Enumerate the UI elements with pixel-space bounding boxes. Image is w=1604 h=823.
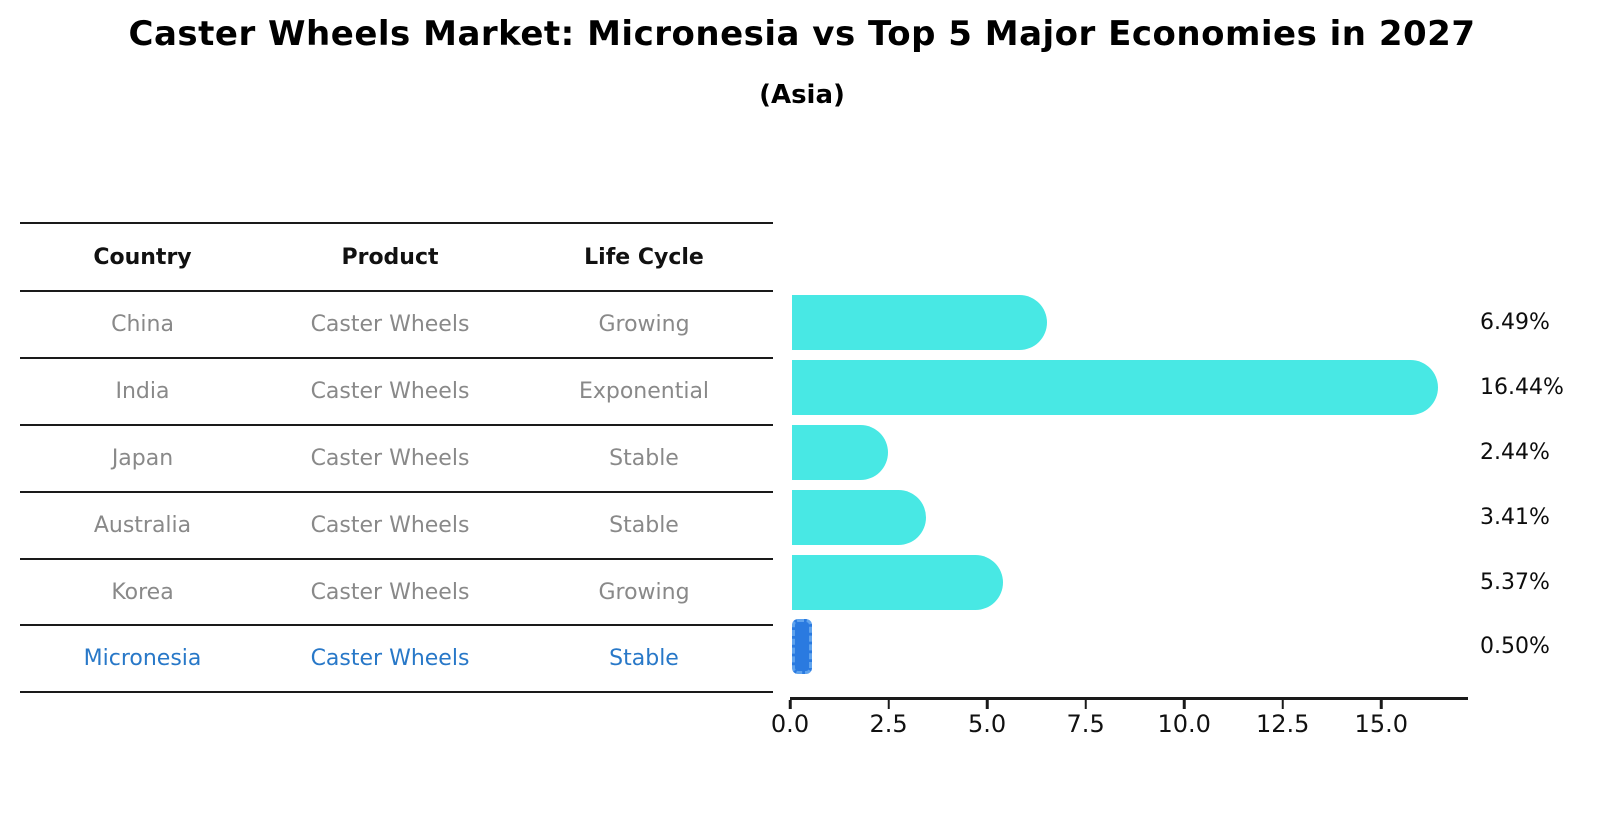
x-axis-spine xyxy=(790,697,1468,700)
cell-country: Japan xyxy=(111,445,174,471)
chart-title: Caster Wheels Market: Micronesia vs Top … xyxy=(128,14,1476,54)
table-row: China Caster Wheels Growing xyxy=(20,290,773,357)
x-tick xyxy=(1182,700,1186,709)
cell-product: Caster Wheels xyxy=(310,445,470,471)
column-header-life-cycle: Life Cycle xyxy=(584,244,704,270)
x-tick xyxy=(1380,700,1383,709)
cell-life-cycle: Stable xyxy=(609,445,679,471)
country-table: Country Product Life Cycle China Caster … xyxy=(20,222,773,694)
x-tick-label: 10.0 xyxy=(1157,710,1211,738)
cell-country: India xyxy=(115,378,170,404)
cell-country: Korea xyxy=(111,579,174,605)
cell-country: Micronesia xyxy=(83,646,202,672)
value-label: 0.50% xyxy=(1480,634,1550,660)
table-row: Korea Caster Wheels Growing xyxy=(20,557,773,625)
cell-life-cycle: Growing xyxy=(598,311,690,337)
bar-japan xyxy=(792,424,888,480)
value-label: 3.41% xyxy=(1480,504,1550,530)
x-tick-label: 12.5 xyxy=(1256,710,1310,738)
table-row: Japan Caster Wheels Stable xyxy=(20,423,773,491)
bar-chart-plot-area xyxy=(792,290,1468,679)
value-label: 5.37% xyxy=(1480,569,1550,595)
cell-product: Caster Wheels xyxy=(310,646,470,672)
cell-life-cycle: Stable xyxy=(609,646,679,672)
x-axis: 0.0 2.5 5.0 7.5 10.0 12.5 15.0 xyxy=(771,697,1468,738)
x-tick-label: 2.5 xyxy=(869,710,908,738)
chart-subtitle: (Asia) xyxy=(759,80,845,110)
bar-india xyxy=(792,359,1439,415)
column-header-product: Product xyxy=(341,244,439,270)
table-row: Australia Caster Wheels Stable xyxy=(20,490,773,558)
cell-country: China xyxy=(111,311,174,337)
bar-micronesia xyxy=(792,619,812,675)
bar-australia xyxy=(792,489,927,545)
cell-country: Australia xyxy=(93,512,192,538)
cell-product: Caster Wheels xyxy=(310,311,470,337)
value-label: 2.44% xyxy=(1480,439,1550,465)
cell-life-cycle: Growing xyxy=(598,579,690,605)
x-tick xyxy=(1281,700,1284,709)
x-tick xyxy=(1084,700,1087,709)
x-tick xyxy=(985,700,989,709)
value-label: 6.49% xyxy=(1480,309,1550,335)
table-row: India Caster Wheels Exponential xyxy=(20,356,773,424)
bar-china xyxy=(792,294,1048,350)
x-tick xyxy=(887,700,890,709)
table-row-highlighted: Micronesia Caster Wheels Stable xyxy=(20,624,773,691)
cell-life-cycle: Stable xyxy=(609,512,679,538)
x-tick-label: 15.0 xyxy=(1354,710,1408,738)
table-header-row: Country Product Life Cycle xyxy=(20,222,773,290)
cell-product: Caster Wheels xyxy=(310,579,470,605)
value-labels: 6.49% 16.44% 2.44% 3.41% 5.37% 0.50% xyxy=(1480,290,1604,679)
cell-life-cycle: Exponential xyxy=(578,378,710,404)
bar-korea xyxy=(792,554,1004,610)
x-tick xyxy=(788,700,792,709)
x-tick-label: 0.0 xyxy=(770,710,810,738)
x-tick-label: 5.0 xyxy=(967,710,1007,738)
x-tick-label: 7.5 xyxy=(1066,710,1105,738)
value-label: 16.44% xyxy=(1480,374,1564,400)
column-header-country: Country xyxy=(93,244,192,270)
cell-product: Caster Wheels xyxy=(310,512,470,538)
cell-product: Caster Wheels xyxy=(310,378,470,404)
